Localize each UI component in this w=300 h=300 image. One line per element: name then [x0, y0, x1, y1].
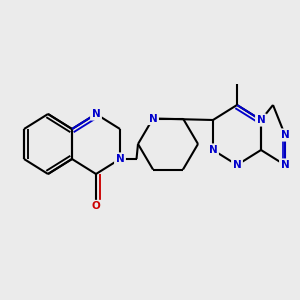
Text: N: N	[256, 115, 266, 125]
Text: N: N	[208, 145, 217, 155]
Text: N: N	[148, 113, 158, 124]
Text: N: N	[280, 130, 290, 140]
Text: N: N	[232, 160, 242, 170]
Text: N: N	[92, 109, 100, 119]
Text: O: O	[92, 201, 100, 212]
Text: N: N	[116, 154, 124, 164]
Text: N: N	[280, 160, 290, 170]
